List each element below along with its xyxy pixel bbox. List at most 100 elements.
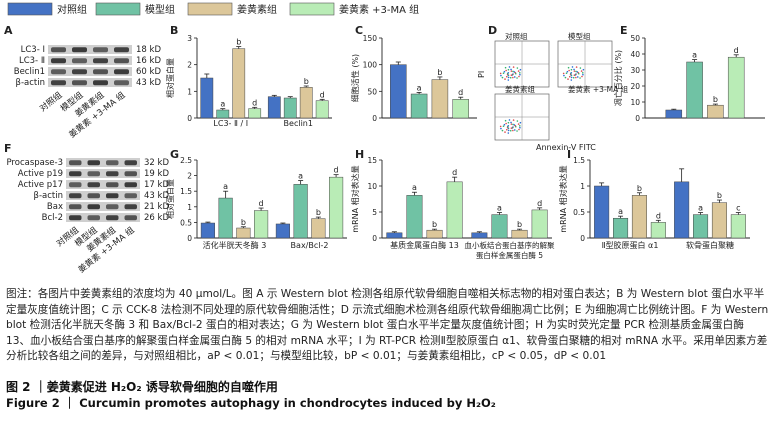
bar (275, 223, 290, 239)
y-tick-label: 0 (635, 114, 640, 123)
flow-event-dot (513, 129, 516, 131)
bar-chart-i: 0 0.5 1 1.5 mRNA 相对表达量 a b d Ⅱ型胶原蛋白 α1 a b c 软骨蛋白聚糖 (558, 156, 750, 250)
blot-band (72, 47, 87, 53)
blot-band (124, 193, 137, 199)
flow-event-dot (499, 72, 502, 75)
blot-kda-label: 17 kD (144, 180, 169, 190)
significance-label: a (692, 51, 697, 60)
bar (665, 109, 683, 119)
flow-event-dot (518, 128, 520, 131)
blot-protein-label: Bax (47, 202, 63, 212)
flow-event-dot (519, 126, 521, 129)
blot-protein-label: Beclin1 (14, 67, 45, 77)
bar (511, 229, 528, 239)
y-tick-label: 100 (363, 61, 378, 70)
significance-label: b (637, 184, 642, 193)
blot-band (124, 171, 137, 177)
significance-label: a (417, 83, 422, 92)
bar-chart-h: 0 5 10 15 mRNA 相对表达量 a b d 基质金属蛋白酶 13 a b d 血小板结合蛋白基… (350, 156, 555, 260)
flow-event-dot (508, 119, 511, 121)
flow-event-dot (510, 70, 513, 72)
flow-event-dot (510, 68, 512, 71)
blot-protein-label: Bcl-2 (42, 213, 63, 223)
flow-event-dot (505, 75, 508, 78)
blot-band (106, 215, 119, 221)
bar (311, 218, 326, 239)
figure-title-cn: 图 2 ｜姜黄素促进 H₂O₂ 诱导软骨细胞的自噬作用 (6, 380, 278, 394)
flow-event-dot (573, 74, 576, 76)
bar (406, 195, 423, 239)
significance-label: d (458, 88, 463, 97)
y-axis-label: mRNA 相对表达量 (558, 165, 568, 232)
bar (218, 197, 233, 239)
panel-letter-b: B (170, 24, 178, 37)
y-tick-label: 10 (630, 98, 640, 107)
flow-event-dot (579, 67, 582, 69)
flow-event-dot (503, 70, 506, 73)
significance-label: b (437, 68, 442, 77)
x-category-label: Bax/Bcl-2 (291, 241, 329, 250)
flow-plot-label: 模型组 (568, 31, 591, 41)
bar-chart-g: 0 0.5 1 1.5 2 2.5 相对蛋白量 a b d 活化半胱天冬酶 3 a b d Bax/Bcl-… (165, 156, 347, 250)
bar (293, 184, 308, 239)
bar (315, 100, 329, 119)
legend-label: 模型组 (145, 3, 175, 16)
flow-plot (557, 40, 613, 88)
panel-letter-a: A (4, 24, 13, 37)
bar (232, 48, 246, 119)
blot-protein-label: Procaspase-3 (6, 158, 63, 168)
y-tick-label: 1 (187, 87, 192, 96)
flow-event-dot (510, 123, 513, 125)
panel-letter-e: E (620, 24, 628, 37)
flow-event-dot (507, 124, 510, 127)
flow-event-dot (519, 73, 521, 76)
y-tick-label: 50 (630, 34, 640, 43)
bar (254, 210, 269, 239)
blot-strip (48, 56, 132, 65)
panel-letter-f: F (4, 142, 12, 155)
flow-event-dot (577, 72, 580, 75)
bar (248, 108, 262, 119)
significance-label: a (497, 204, 502, 213)
x-category-label: LC3- Ⅱ / Ⅰ (213, 119, 248, 128)
x-category-label: 活化半胱天冬酶 3 (203, 240, 267, 250)
significance-label: d (452, 168, 457, 177)
bar (452, 99, 469, 119)
flow-event-dot (516, 120, 519, 122)
flow-event-dot (570, 79, 573, 81)
flow-event-dot (573, 70, 576, 72)
flow-event-dot (518, 72, 521, 74)
significance-label: b (241, 218, 246, 227)
bar (386, 232, 403, 239)
flow-event-dot (565, 72, 568, 75)
panel-letter-c: C (355, 24, 363, 37)
blot-band (106, 204, 119, 210)
legend-swatch (187, 2, 233, 16)
flow-event-dot (510, 127, 513, 129)
blot-band (69, 182, 82, 188)
blot-protein-label: LC3- Ⅱ (19, 56, 45, 66)
blot-band (124, 160, 137, 166)
panel-letter-g: G (170, 148, 179, 161)
flow-event-dot (507, 76, 510, 79)
flow-event-dot (507, 71, 510, 74)
flow-event-dot (567, 66, 570, 69)
flow-event-dot (508, 66, 511, 68)
x-category-label: 蛋白样金属蛋白酶 5 (476, 250, 543, 260)
flow-event-dot (568, 75, 571, 78)
y-tick-label: 0.5 (573, 208, 585, 217)
y-tick-label: 10 (367, 182, 377, 191)
blot-kda-label: 32 kD (144, 158, 169, 168)
bar (613, 217, 629, 239)
x-category-label: 软骨蛋白聚糖 (686, 240, 734, 250)
blot-band (87, 182, 100, 188)
blot-protein-label: Active p17 (18, 180, 63, 190)
significance-label: d (656, 211, 661, 220)
flow-event-dot (512, 70, 514, 73)
blot-band (51, 47, 66, 53)
x-category-label: 基质金属蛋白酶 13 (390, 240, 459, 250)
flow-event-dot (512, 119, 515, 121)
blot-band (124, 215, 137, 221)
flow-event-dot (568, 69, 570, 72)
bar (686, 61, 703, 119)
